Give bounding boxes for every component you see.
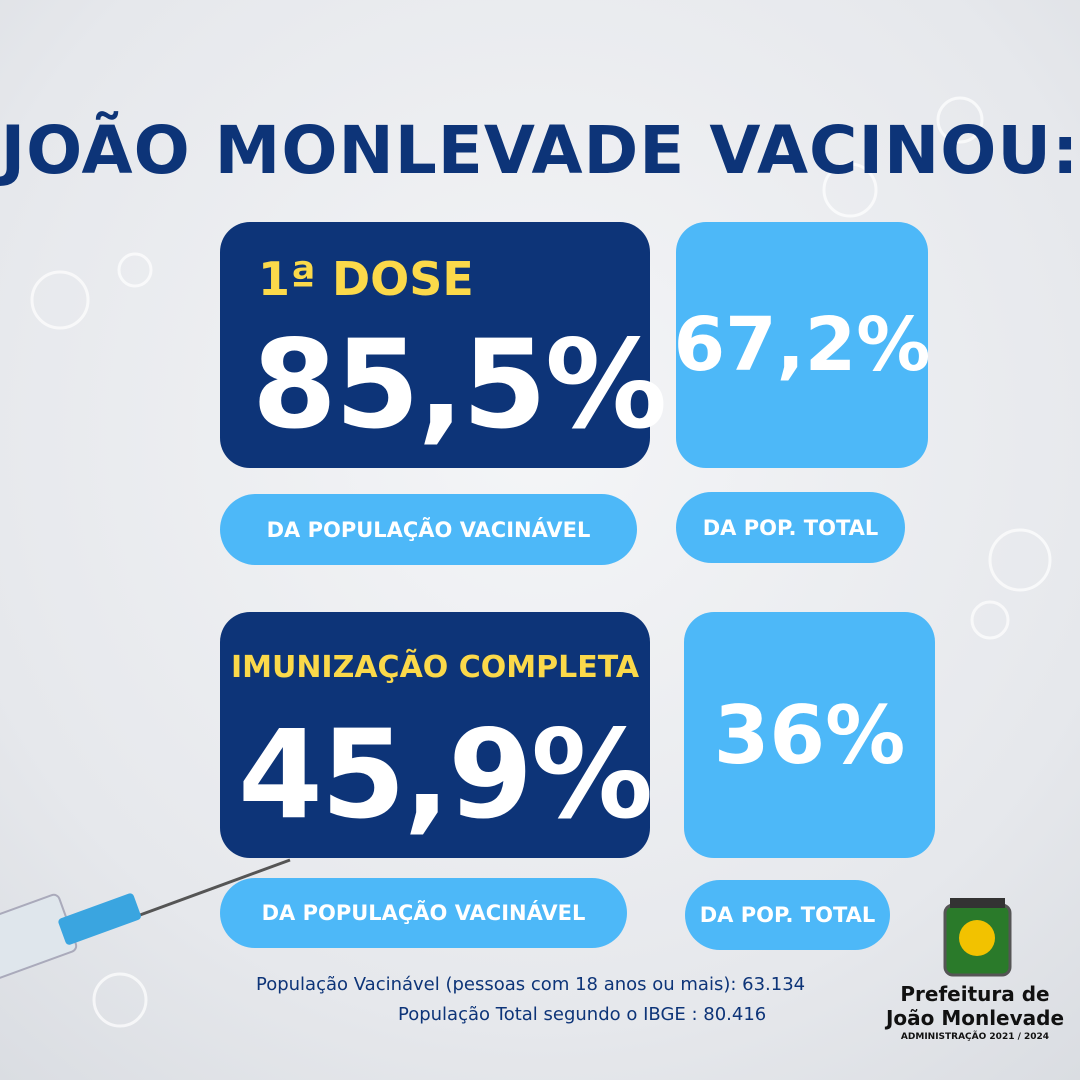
logo-tagline: ADMINISTRAÇÃO 2021 / 2024: [900, 1032, 1050, 1042]
title: JOÃO MONLEVADE VACINOU:: [0, 112, 1080, 189]
section-label: 1ª DOSE: [258, 252, 474, 306]
total-percent: 36%: [684, 612, 935, 858]
logo-name: João Monlevade: [885, 1006, 1065, 1030]
vaccinable-caption: DA POPULAÇÃO VACINÁVEL: [220, 878, 627, 948]
section-label: IMUNIZAÇÃO COMPLETA: [230, 650, 640, 685]
total-percent: 67,2%: [674, 222, 930, 468]
footer-line: População Vacinável (pessoas com 18 anos…: [256, 974, 806, 995]
logo-shield: [943, 898, 1012, 977]
vaccinable-percent: 85,5%: [252, 314, 667, 456]
logo-name: Prefeitura de: [900, 982, 1050, 1006]
vaccinable-caption: DA POPULAÇÃO VACINÁVEL: [220, 494, 637, 565]
total-caption: DA POP. TOTAL: [685, 880, 890, 950]
vaccinable-card: 1ª DOSE 85,5%: [220, 222, 667, 468]
vaccinable-percent: 45,9%: [238, 704, 653, 846]
vaccinable-card: IMUNIZAÇÃO COMPLETA 45,9%: [220, 612, 653, 858]
footer-line: População Total segundo o IBGE : 80.416: [398, 1004, 767, 1025]
total-caption: DA POP. TOTAL: [676, 492, 905, 563]
